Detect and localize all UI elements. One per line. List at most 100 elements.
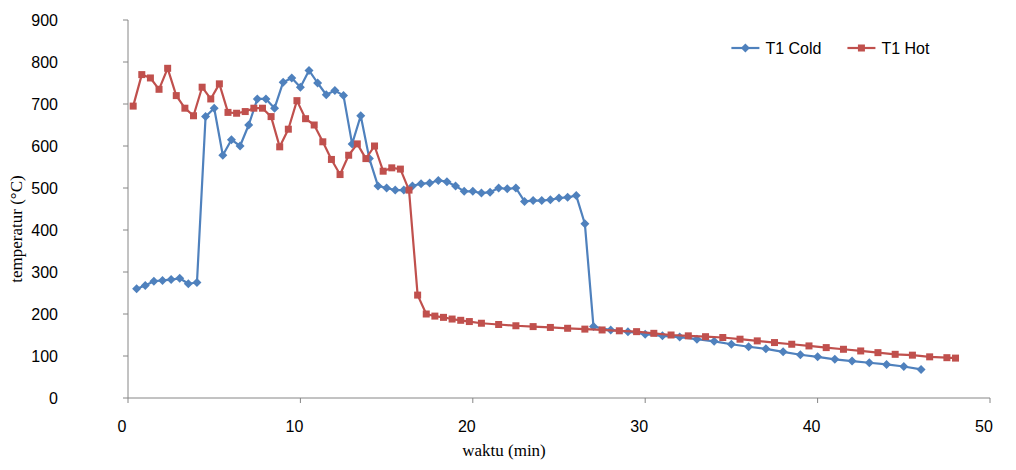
series-marker <box>293 97 300 104</box>
series-marker <box>373 181 382 190</box>
y-tick <box>123 146 128 147</box>
plot-area <box>130 65 959 374</box>
series-marker <box>417 179 426 188</box>
series-marker <box>380 168 387 175</box>
series-marker <box>580 219 589 228</box>
series-marker <box>313 79 322 88</box>
legend-item: T1 Hot <box>847 40 930 57</box>
series-marker <box>874 349 881 356</box>
legend-label: T1 Cold <box>765 40 821 57</box>
series-marker <box>892 351 899 358</box>
series-marker <box>744 342 753 351</box>
legend-item: T1 Cold <box>731 40 821 57</box>
series-marker <box>511 184 520 193</box>
x-tick-label: 30 <box>630 418 648 435</box>
series-marker <box>337 171 344 178</box>
series-marker <box>406 187 413 194</box>
series-marker <box>224 109 231 116</box>
series-marker <box>727 340 736 349</box>
series-marker <box>494 184 503 193</box>
series-marker <box>599 326 606 333</box>
series-marker <box>199 84 206 91</box>
series-marker <box>952 355 959 362</box>
x-axis-title: waktu (min) <box>462 441 546 460</box>
series-marker <box>779 347 788 356</box>
series-marker <box>156 86 163 93</box>
x-tick <box>817 398 818 403</box>
series-marker <box>865 358 874 367</box>
series-marker <box>457 317 464 324</box>
chart-svg: 010020030040050060070080090001020304050w… <box>0 0 1016 470</box>
series-line <box>137 70 921 369</box>
series-marker <box>641 330 650 339</box>
series-marker <box>259 105 266 112</box>
series-marker <box>658 331 667 340</box>
y-tick <box>123 272 128 273</box>
series-marker <box>270 104 279 113</box>
series-marker <box>840 346 847 353</box>
y-tick <box>123 314 128 315</box>
series-marker <box>319 138 326 145</box>
series-marker <box>917 365 926 374</box>
y-tick <box>123 356 128 357</box>
series-marker <box>423 311 430 318</box>
series-marker <box>132 284 141 293</box>
y-tick-label: 900 <box>31 12 58 29</box>
series-marker <box>547 324 554 331</box>
y-tick-label: 500 <box>31 180 58 197</box>
series-marker <box>449 316 456 323</box>
series-marker <box>130 103 137 110</box>
series-marker <box>173 92 180 99</box>
series-marker <box>181 105 188 112</box>
series-marker <box>805 342 812 349</box>
series-marker <box>164 65 171 72</box>
series-marker <box>328 156 335 163</box>
x-tick <box>990 398 991 403</box>
legend: T1 Cold T1 Hot <box>731 40 930 57</box>
series-marker <box>555 194 564 203</box>
series-marker <box>685 332 692 339</box>
y-tick-label: 400 <box>31 222 58 239</box>
y-tick <box>123 230 128 231</box>
series-marker <box>882 360 891 369</box>
series-marker <box>572 191 581 200</box>
series-marker <box>823 344 830 351</box>
series-marker <box>899 362 908 371</box>
y-tick <box>123 104 128 105</box>
x-tick-label: 40 <box>803 418 821 435</box>
series-marker <box>233 110 240 117</box>
series-marker <box>813 352 822 361</box>
y-tick-label: 600 <box>31 138 58 155</box>
series-marker <box>848 357 857 366</box>
series-marker <box>737 336 744 343</box>
x-tick <box>472 398 473 403</box>
series-marker <box>175 274 184 283</box>
series-marker <box>754 337 761 344</box>
series-marker <box>339 91 348 100</box>
x-tick-label: 0 <box>118 418 127 435</box>
x-axis <box>128 398 990 399</box>
series-marker <box>242 108 249 115</box>
series-marker <box>563 193 572 202</box>
series-marker <box>719 334 726 341</box>
series-marker <box>296 83 305 92</box>
series-marker <box>546 195 555 204</box>
x-tick-label: 10 <box>286 418 304 435</box>
y-tick-label: 700 <box>31 96 58 113</box>
series-marker <box>529 196 538 205</box>
series-marker <box>909 352 916 359</box>
series-marker <box>356 111 365 120</box>
series-marker <box>537 196 546 205</box>
chart-root: 010020030040050060070080090001020304050w… <box>0 0 1016 470</box>
series-marker <box>434 176 443 185</box>
series-marker <box>302 115 309 122</box>
series-marker <box>512 322 519 329</box>
series-marker <box>236 142 245 151</box>
series-marker <box>276 143 283 150</box>
series-marker <box>668 332 675 339</box>
series-marker <box>362 155 369 162</box>
series-marker <box>440 314 447 321</box>
series-marker <box>503 184 512 193</box>
series-marker <box>702 333 709 340</box>
series-marker <box>149 277 158 286</box>
